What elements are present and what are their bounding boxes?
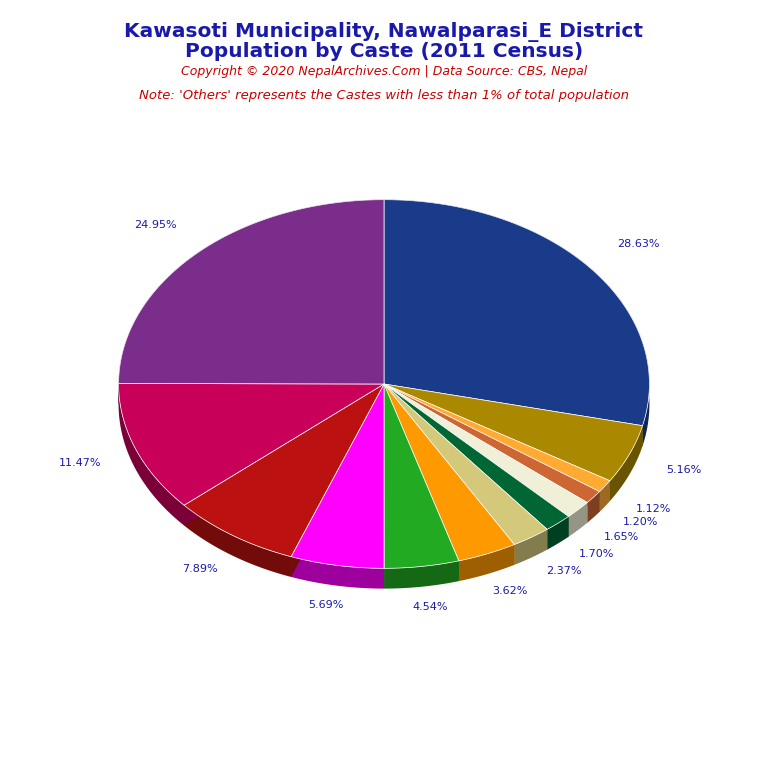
Text: 1.20%: 1.20%: [622, 517, 657, 527]
Polygon shape: [384, 384, 643, 481]
Polygon shape: [384, 384, 547, 550]
Polygon shape: [384, 384, 547, 545]
Polygon shape: [291, 557, 384, 588]
Polygon shape: [384, 384, 547, 550]
Polygon shape: [384, 384, 568, 537]
Polygon shape: [547, 517, 568, 550]
Polygon shape: [384, 384, 588, 523]
Polygon shape: [118, 200, 384, 384]
Polygon shape: [384, 384, 600, 502]
Text: Population by Caste (2011 Census): Population by Caste (2011 Census): [185, 42, 583, 61]
Text: Kawasoti Municipality, Nawalparasi_E District: Kawasoti Municipality, Nawalparasi_E Dis…: [124, 22, 644, 41]
Polygon shape: [588, 492, 600, 523]
Text: 2.37%: 2.37%: [546, 566, 581, 576]
Text: 5.69%: 5.69%: [309, 601, 344, 611]
Polygon shape: [118, 200, 384, 404]
Polygon shape: [384, 384, 588, 523]
Polygon shape: [384, 384, 610, 492]
Polygon shape: [291, 384, 384, 568]
Polygon shape: [384, 384, 600, 512]
Text: 24.95%: 24.95%: [134, 220, 176, 230]
Polygon shape: [384, 384, 568, 529]
Text: 11.47%: 11.47%: [59, 458, 101, 468]
Polygon shape: [384, 384, 643, 446]
Polygon shape: [600, 481, 610, 512]
Polygon shape: [384, 384, 600, 512]
Polygon shape: [384, 384, 610, 501]
Polygon shape: [384, 384, 515, 564]
Polygon shape: [184, 384, 384, 557]
Text: 1.12%: 1.12%: [636, 504, 671, 514]
Polygon shape: [610, 425, 643, 501]
Polygon shape: [118, 383, 384, 404]
Polygon shape: [384, 200, 650, 425]
Text: 4.54%: 4.54%: [412, 601, 448, 611]
Text: 5.16%: 5.16%: [667, 465, 702, 475]
Polygon shape: [184, 505, 291, 577]
Text: Note: 'Others' represents the Castes with less than 1% of total population: Note: 'Others' represents the Castes wit…: [139, 89, 629, 102]
Polygon shape: [184, 384, 384, 525]
Text: 7.89%: 7.89%: [181, 564, 217, 574]
Text: 3.62%: 3.62%: [492, 586, 528, 596]
Polygon shape: [384, 384, 515, 564]
Polygon shape: [384, 384, 643, 446]
Polygon shape: [568, 502, 588, 537]
Text: 1.65%: 1.65%: [604, 532, 639, 542]
Polygon shape: [458, 545, 515, 581]
Polygon shape: [384, 384, 568, 537]
Polygon shape: [291, 384, 384, 577]
Polygon shape: [384, 384, 458, 581]
Polygon shape: [184, 384, 384, 525]
Polygon shape: [384, 200, 650, 446]
Polygon shape: [384, 561, 458, 588]
Polygon shape: [384, 384, 610, 501]
Text: Copyright © 2020 NepalArchives.Com | Data Source: CBS, Nepal: Copyright © 2020 NepalArchives.Com | Dat…: [181, 65, 587, 78]
Polygon shape: [384, 384, 458, 581]
Polygon shape: [118, 383, 184, 525]
Polygon shape: [118, 383, 384, 404]
Text: 1.70%: 1.70%: [579, 548, 614, 559]
Polygon shape: [515, 529, 547, 564]
Polygon shape: [384, 384, 458, 568]
Polygon shape: [384, 384, 515, 561]
Polygon shape: [291, 384, 384, 577]
Polygon shape: [118, 383, 384, 505]
Polygon shape: [384, 384, 588, 517]
Text: 28.63%: 28.63%: [617, 239, 659, 249]
